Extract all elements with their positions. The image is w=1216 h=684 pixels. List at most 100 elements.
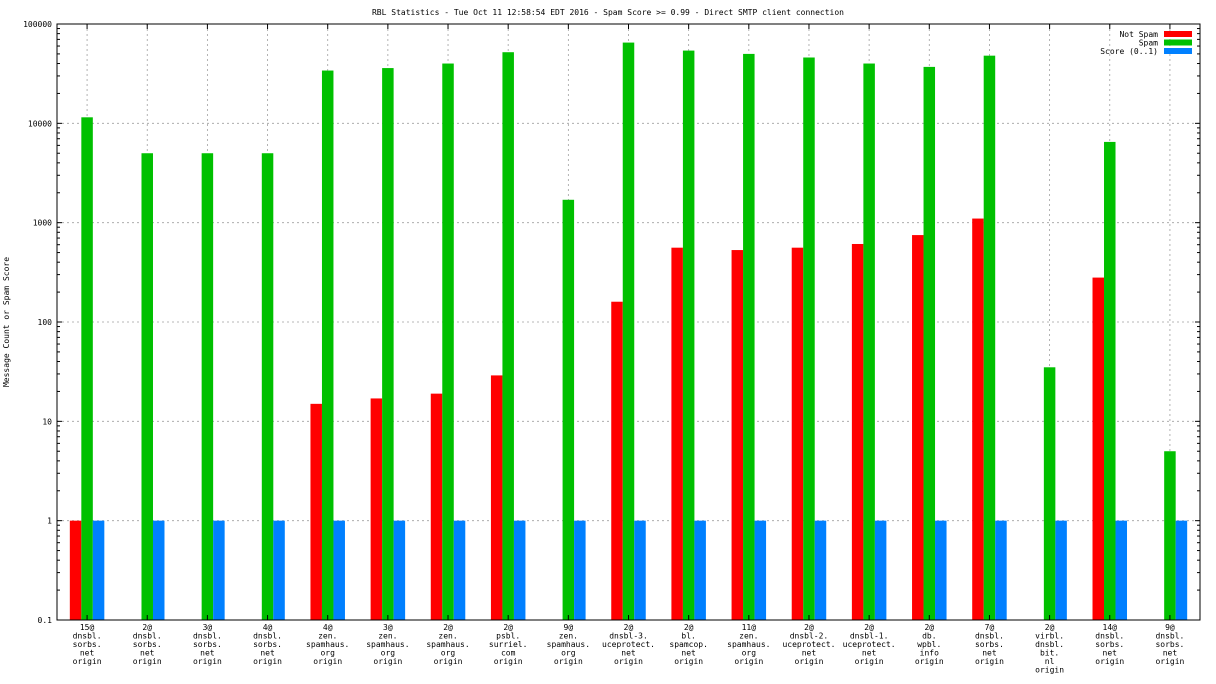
bar-score-0-1	[393, 520, 406, 620]
bar-spam	[923, 66, 936, 620]
x-tick-label-line: wpbl.	[917, 640, 941, 649]
x-tick-label-line: uceprotect.	[843, 640, 896, 649]
x-tick-label-line: 11@	[742, 623, 757, 632]
y-axis: 0.1 1 10 100 1000 10000 100000	[23, 20, 1200, 625]
x-tick-label-line: dnsbl.	[133, 632, 162, 641]
bar-spam	[1104, 141, 1116, 620]
x-tick-label: 4@ dnsbl. sorbs. net origin	[253, 623, 282, 666]
x-tick-label-line: org	[381, 649, 396, 658]
x-tick-label: 9@ dnsbl. sorbs. net origin	[1155, 623, 1184, 666]
bar-spam	[321, 70, 334, 620]
x-tick-label-line: spamcop.	[669, 640, 708, 649]
x-tick-label-line: bl.	[681, 632, 695, 641]
x-tick-label-line: dnsbl.	[1035, 640, 1064, 649]
x-tick-label-line: org	[441, 649, 456, 658]
x-tick-label: 2@ db. wpbl. info origin	[915, 623, 944, 666]
x-tick-label-line: org	[742, 649, 757, 658]
bar-score-0-1	[634, 520, 646, 620]
x-tick-label-line: 2@	[1045, 623, 1055, 632]
x-tick-label-line: 2@	[684, 623, 694, 632]
bar-spam	[502, 52, 514, 621]
x-tick-label-line: 3@	[203, 623, 213, 632]
x-tick-label-line: sorbs.	[1095, 640, 1124, 649]
bar-score-0-1	[513, 520, 526, 620]
x-tick-label-line: net	[80, 649, 95, 658]
bar-not-spam	[671, 247, 683, 620]
x-tick-label: 3@ zen. spamhaus. org origin	[366, 623, 409, 666]
x-tick-label-line: 4@	[263, 623, 273, 632]
bar-not-spam	[731, 250, 744, 620]
x-tick-label-line: psbl.	[496, 632, 520, 641]
x-tick-label-line: sorbs.	[133, 640, 162, 649]
x-tick-label-line: 15@	[80, 623, 95, 632]
x-tick-label-line: origin	[915, 657, 944, 666]
x-tick-label-line: zen.	[318, 632, 337, 641]
bar-not-spam	[912, 235, 924, 620]
x-tick-label-line: sorbs.	[975, 640, 1004, 649]
bar-score-0-1	[754, 520, 767, 620]
x-tick-label-line: 3@	[383, 623, 393, 632]
x-tick-label-line: net	[681, 649, 696, 658]
bar-not-spam	[69, 520, 82, 620]
bar-spam	[1043, 367, 1056, 620]
bar-score-0-1	[453, 520, 466, 620]
x-tick-label-line: origin	[734, 657, 763, 666]
x-tick-label-line: bit.	[1040, 649, 1059, 658]
x-tick-label-line: org	[320, 649, 335, 658]
x-tick-label-line: info	[920, 649, 939, 658]
x-tick-label-line: sorbs.	[1155, 640, 1184, 649]
x-tick-label-line: dnsbl.	[73, 632, 102, 641]
x-tick-label-line: spamhaus.	[426, 640, 469, 649]
x-tick-label: 2@ bl. spamcop. net origin	[669, 623, 708, 666]
y-tick-label: 10000	[28, 119, 52, 128]
x-tick-label-line: dnsbl.	[975, 632, 1004, 641]
legend-swatch	[1164, 39, 1192, 46]
bar-spam	[442, 63, 454, 621]
bar-score-0-1	[152, 520, 165, 620]
bar-score-0-1	[92, 520, 105, 620]
x-tick-label: 2@ zen. spamhaus. org origin	[426, 623, 469, 666]
x-tick-label-line: dnsbl-1.	[850, 632, 889, 641]
x-tick-label: 14@ dnsbl. sorbs. net origin	[1095, 623, 1124, 666]
x-tick-label-line: net	[200, 649, 215, 658]
y-tick-label: 100	[38, 318, 53, 327]
bar-score-0-1	[935, 520, 947, 620]
x-tick-label: 11@ zen. spamhaus. org origin	[727, 623, 770, 666]
bar-spam	[141, 153, 153, 620]
x-tick-label-line: net	[1103, 649, 1118, 658]
x-tick-label: 2@ virbl. dnsbl. bit. nl origin	[1035, 623, 1064, 675]
x-tick-label-line: origin	[855, 657, 884, 666]
y-tick-label: 1000	[33, 219, 52, 228]
bar-score-0-1	[574, 520, 586, 620]
x-tick-label-line: 2@	[804, 623, 814, 632]
bar-not-spam	[791, 247, 804, 620]
bar-not-spam	[430, 393, 443, 620]
x-tick-label-line: 7@	[985, 623, 995, 632]
x-tick-label-line: origin	[253, 657, 282, 666]
x-tick-label-line: origin	[313, 657, 342, 666]
bar-not-spam	[370, 398, 383, 620]
x-tick-label-line: dnsbl.	[253, 632, 282, 641]
x-tick-label-line: net	[802, 649, 817, 658]
x-tick-label-line: 2@	[443, 623, 453, 632]
x-tick-label-line: origin	[975, 657, 1004, 666]
bar-spam	[201, 153, 214, 620]
x-tick-label-line: 2@	[624, 623, 634, 632]
bar-not-spam	[490, 375, 503, 620]
x-tick-label: 2@ psbl. surriel. com origin	[489, 623, 528, 666]
x-tick-label-line: origin	[674, 657, 703, 666]
x-tick-label-line: origin	[554, 657, 583, 666]
x-tick-label-line: origin	[373, 657, 402, 666]
x-tick-label-line: virbl.	[1035, 632, 1064, 641]
x-tick-label-line: uceprotect.	[602, 640, 655, 649]
bars-layer	[69, 42, 1188, 621]
x-tick-label: 7@ dnsbl. sorbs. net origin	[975, 623, 1004, 666]
bar-spam	[382, 68, 394, 620]
x-tick-label-line: 9@	[564, 623, 574, 632]
bar-score-0-1	[1055, 520, 1067, 620]
y-tick-label: 100000	[23, 20, 52, 29]
x-tick-label-line: origin	[494, 657, 523, 666]
x-tick-label-line: origin	[1035, 666, 1064, 675]
